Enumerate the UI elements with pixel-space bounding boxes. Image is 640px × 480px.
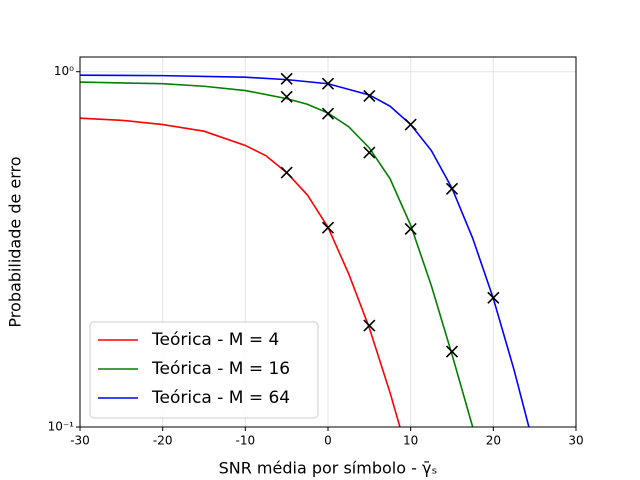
sim-marker [363, 146, 376, 159]
sim-marker [487, 291, 500, 304]
y-tick-label: 10⁰ [54, 64, 74, 78]
axes-frame [79, 56, 577, 428]
curve [80, 74, 530, 427]
sim-marker [363, 89, 376, 102]
x-tick-label: 0 [324, 434, 332, 448]
sim-marker [280, 72, 293, 85]
plot-area [80, 72, 530, 427]
sim-marker [321, 77, 335, 90]
x-axis-label: SNR média por símbolo - γ̄ₛ [219, 459, 438, 478]
x-tick-label: 20 [486, 434, 501, 448]
sim-marker [404, 222, 417, 235]
x-tick-label: -10 [236, 434, 256, 448]
x-tick-label: 30 [568, 434, 583, 448]
sim-marker [445, 182, 459, 195]
sim-marker [445, 345, 459, 358]
legend-label: Teórica - M = 4 [151, 330, 279, 350]
legend [89, 321, 319, 419]
legend-label: Teórica - M = 16 [151, 359, 290, 379]
sim-marker [363, 319, 376, 332]
y-tick-label: 10⁻¹ [48, 420, 75, 434]
sim-marker [404, 118, 417, 131]
legend-label: Teórica - M = 64 [151, 388, 290, 408]
y-axis-label: Probabilidade de erro [6, 156, 25, 327]
sim-marker [321, 221, 335, 234]
curve [80, 81, 474, 427]
x-tick-label: 10 [403, 434, 418, 448]
x-tick-label: -20 [153, 434, 173, 448]
sim-marker [280, 166, 293, 179]
x-tick-label: -30 [70, 434, 90, 448]
sim-marker [321, 107, 335, 120]
sim-marker [280, 90, 293, 103]
